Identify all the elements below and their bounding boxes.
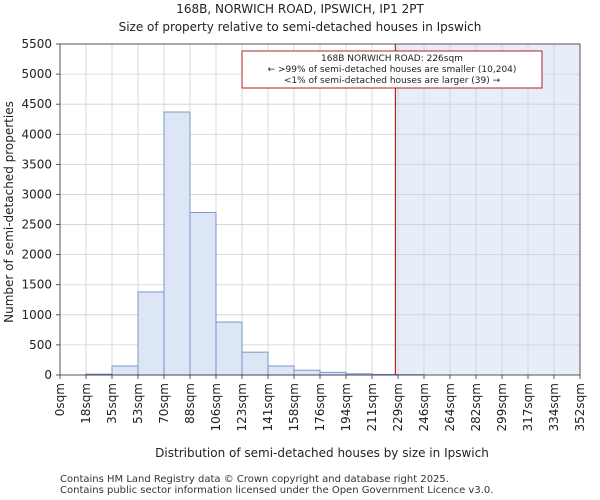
histogram-bar xyxy=(319,371,347,376)
histogram-bar xyxy=(241,351,269,376)
x-tick-label: 334sqm xyxy=(547,383,561,431)
larger-region-shade xyxy=(395,44,580,375)
x-tick-label: 352sqm xyxy=(573,383,587,431)
histogram-bar xyxy=(215,321,243,376)
x-tick-label: 18sqm xyxy=(79,383,93,424)
x-tick-label: 176sqm xyxy=(313,383,327,431)
y-tick-label: 1000 xyxy=(21,308,52,322)
x-tick-label: 141sqm xyxy=(261,383,275,431)
x-tick-label: 211sqm xyxy=(365,383,379,431)
y-tick-label: 3500 xyxy=(21,157,52,171)
x-tick-label: 194sqm xyxy=(339,383,353,431)
x-tick-label: 246sqm xyxy=(417,383,431,431)
annotation-line: <1% of semi-detached houses are larger (… xyxy=(284,76,501,86)
y-tick-label: 2500 xyxy=(21,218,52,232)
x-tick-label: 158sqm xyxy=(287,383,301,431)
x-tick-label: 282sqm xyxy=(469,383,483,431)
footer-copyright: Contains HM Land Registry data © Crown c… xyxy=(60,474,449,485)
x-tick-label: 123sqm xyxy=(235,383,249,431)
y-tick-label: 500 xyxy=(29,338,52,352)
histogram-bar xyxy=(163,111,191,376)
y-tick-label: 5500 xyxy=(21,37,52,51)
histogram-bar xyxy=(189,212,217,376)
y-tick-label: 3000 xyxy=(21,187,52,201)
histogram-bar xyxy=(137,291,165,376)
y-tick-label: 4000 xyxy=(21,127,52,141)
x-tick-label: 70sqm xyxy=(157,383,171,424)
x-tick-label: 229sqm xyxy=(391,383,405,431)
histogram-bar xyxy=(111,365,139,376)
y-tick-label: 1500 xyxy=(21,278,52,292)
histogram-bar xyxy=(267,365,295,376)
annotation-line: 168B NORWICH ROAD: 226sqm xyxy=(321,54,463,64)
histogram-bar xyxy=(293,369,321,376)
x-tick-label: 35sqm xyxy=(105,383,119,424)
histogram-chart: 0 500 1000 1500 2000 2500 3000 3500 4000 4500 5000… xyxy=(2,37,587,460)
y-tick-label: 2000 xyxy=(21,248,52,262)
x-tick-label: 0sqm xyxy=(53,383,67,416)
y-tick-label: 0 xyxy=(44,368,52,382)
x-tick-label: 317sqm xyxy=(521,383,535,431)
y-tick-label: 5000 xyxy=(21,67,52,81)
x-tick-label: 264sqm xyxy=(443,383,457,431)
footer-licence: Contains public sector information licen… xyxy=(60,485,494,496)
x-tick-label: 299sqm xyxy=(495,383,509,431)
annotation-box xyxy=(241,50,543,89)
y-tick-label: 4500 xyxy=(21,97,52,111)
y-axis-label: Number of semi-detached properties xyxy=(2,101,16,323)
annotation-line: ← >99% of semi-detached houses are small… xyxy=(268,65,517,75)
x-tick-label: 53sqm xyxy=(131,383,145,424)
x-axis-label: Distribution of semi-detached houses by … xyxy=(155,446,489,460)
chart-title: 168B, NORWICH ROAD, IPSWICH, IP1 2PT xyxy=(176,2,424,16)
x-tick-label: 106sqm xyxy=(209,383,223,431)
chart-subtitle: Size of property relative to semi-detach… xyxy=(118,20,482,34)
x-tick-label: 88sqm xyxy=(183,383,197,424)
